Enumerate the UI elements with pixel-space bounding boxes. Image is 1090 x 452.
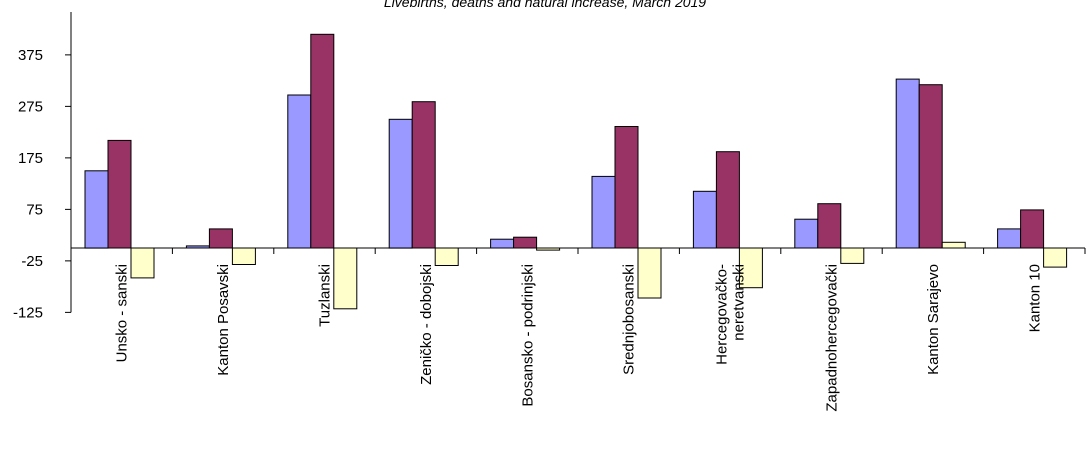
bar-series-1-cat-1 — [84, 170, 109, 249]
bar-series-1-cat-6 — [591, 175, 616, 249]
bar-series-1-cat-7 — [692, 190, 717, 249]
x-category-label: Kanton Posavski — [215, 264, 232, 376]
bar-series-1-cat-10 — [997, 228, 1022, 249]
bar-series-2-cat-8 — [817, 203, 842, 249]
bar-series-3-cat-10 — [1043, 247, 1068, 268]
bar-series-2-cat-1 — [107, 139, 132, 249]
bar-series-2-cat-6 — [614, 126, 639, 249]
bar-series-2-cat-3 — [310, 33, 335, 249]
bar-series-2-cat-7 — [715, 151, 740, 249]
bar-series-1-cat-9 — [895, 78, 920, 249]
bar-series-2-cat-4 — [411, 101, 436, 249]
x-category-label: Unsko - sanski — [114, 264, 131, 362]
y-tick-label: 75 — [26, 201, 43, 218]
x-category-label: Hercegovačko-neretvanski — [714, 264, 748, 365]
bar-series-1-cat-5 — [490, 238, 515, 249]
bar-series-2-cat-2 — [208, 228, 233, 249]
bar-series-2-cat-5 — [513, 236, 538, 249]
x-category-label: Kanton 10 — [1026, 264, 1043, 332]
bar-series-2-cat-10 — [1020, 209, 1045, 249]
y-axis: 375 275 175 75 -25 -125 — [13, 12, 72, 321]
bar-series-3-cat-6 — [637, 247, 662, 299]
y-tick-label: 175 — [18, 150, 43, 167]
y-tick-label: -125 — [13, 304, 43, 321]
y-tick-label: -25 — [21, 253, 43, 270]
bar-series-3-cat-4 — [434, 247, 459, 266]
bar-series-3-cat-1 — [130, 247, 155, 279]
x-category-label: Zapadnohercegovački — [824, 264, 841, 412]
bar-series-2-cat-9 — [918, 84, 943, 249]
y-tick-label: 375 — [18, 47, 43, 64]
bar-series-1-cat-8 — [794, 218, 819, 249]
x-axis: Unsko - sanski Kanton Posavski Tuzlanski Ze… — [70, 247, 1086, 412]
bar-series-3-cat-9 — [941, 241, 966, 249]
x-category-label: Kanton Sarajevo — [925, 264, 942, 375]
bar-series-3-cat-2 — [231, 247, 256, 265]
x-category-label: Zeničko - dobojski — [418, 264, 435, 385]
chart-title: Livebirths, deaths and natural increase,… — [384, 0, 706, 10]
bar-series-3-cat-3 — [333, 247, 358, 310]
x-category-label: Tuzlanski — [317, 264, 334, 327]
x-category-label: Bosansko - podrinjski — [519, 264, 536, 407]
x-category-label: Srednjobosanski — [621, 264, 638, 375]
bar-series-1-cat-4 — [388, 118, 413, 249]
bar-series-1-cat-3 — [287, 94, 312, 249]
bars-group — [84, 33, 1068, 310]
bar-series-3-cat-8 — [840, 247, 865, 264]
y-tick-label: 275 — [18, 98, 43, 115]
